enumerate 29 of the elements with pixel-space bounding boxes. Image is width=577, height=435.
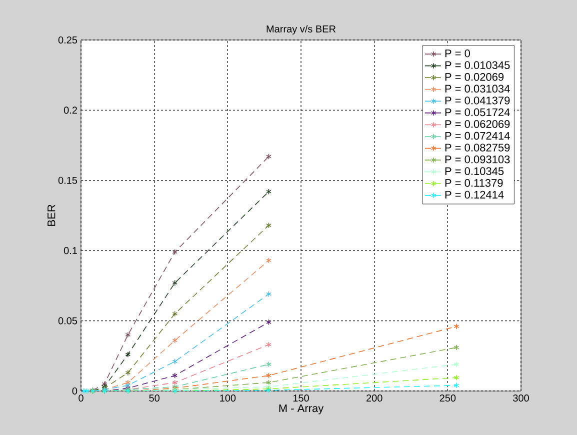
y-tick-label: 0	[72, 387, 78, 395]
legend-label: P = 0.051724	[445, 108, 510, 116]
legend-label: P = 0.093103	[445, 155, 510, 164]
x-tick-label: 50	[149, 394, 160, 402]
x-tick-label: 300	[513, 394, 529, 402]
x-tick-label: 150	[293, 394, 309, 402]
legend-label: P = 0.11379	[445, 179, 503, 187]
legend-label: P = 0	[445, 49, 470, 58]
legend-label: P = 0.02069	[445, 73, 504, 81]
x-tick-label: 100	[220, 394, 236, 402]
y-tick-label: 0.05	[58, 317, 78, 324]
y-tick-label: 0.15	[58, 176, 78, 184]
legend-label: P = 0.062069	[445, 120, 510, 128]
y-tick-label: 0.2	[64, 106, 77, 114]
x-tick-label: 0	[78, 394, 84, 402]
legend-label: P = 0.041379	[445, 96, 510, 104]
x-tick-label: 250	[440, 394, 456, 402]
chart-title: Marray v/s BER	[266, 25, 336, 34]
legend-label: P = 0.10345	[445, 167, 504, 176]
y-axis-title: BER	[48, 204, 56, 226]
y-tick-label: 0.1	[64, 247, 77, 254]
legend-label: P = 0.12414	[445, 190, 504, 199]
legend-label: P = 0.031034	[445, 84, 510, 93]
legend-label: P = 0.010345	[445, 61, 510, 70]
y-tick-label: 0.25	[58, 36, 78, 44]
legend-label: P = 0.082759	[445, 144, 510, 152]
x-axis-title: M - Array	[279, 404, 324, 414]
x-tick-label: 200	[366, 394, 382, 402]
legend-label: P = 0.072414	[445, 132, 510, 140]
